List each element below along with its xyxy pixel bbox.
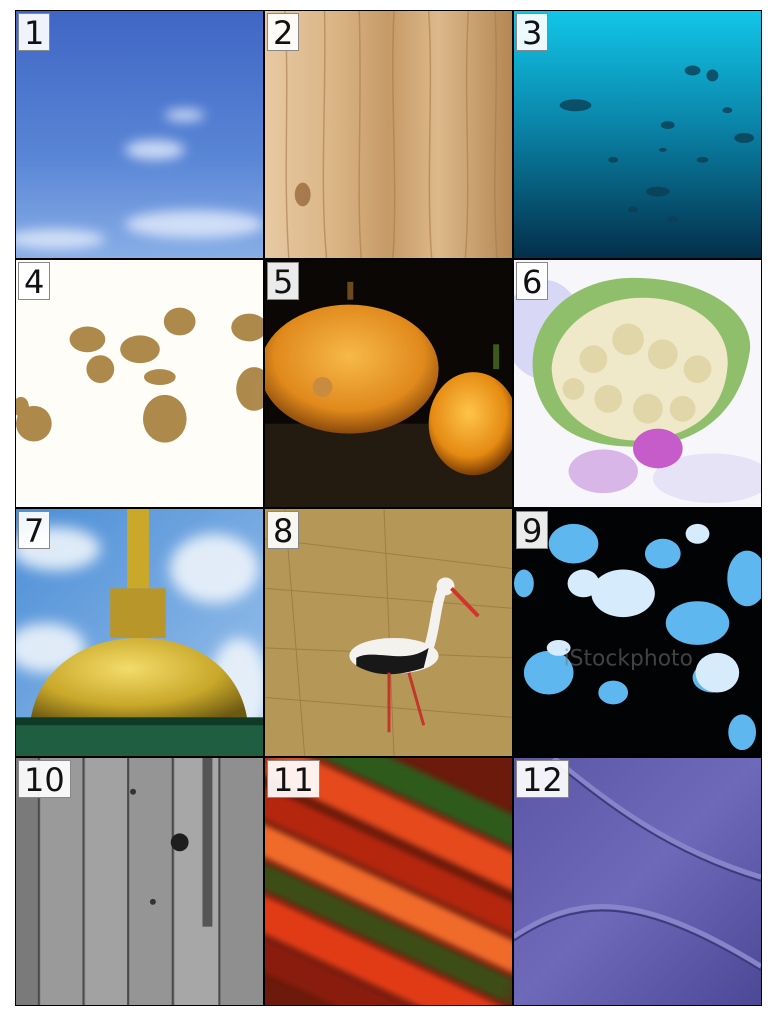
watermark-text: iStockphoto (564, 647, 693, 672)
tile-number: 11 (267, 760, 320, 798)
motion-blur-image (265, 758, 512, 1005)
sky-image (16, 11, 263, 258)
tile-stork[interactable]: 8 (264, 508, 513, 757)
tile-wood[interactable]: 2 (264, 10, 513, 259)
tile-number: 5 (267, 262, 300, 300)
tile-underwater[interactable]: 3 (513, 10, 762, 259)
tile-blobs[interactable]: iStockphoto 9 (513, 508, 762, 757)
tile-cauliflower[interactable]: 6 (513, 259, 762, 508)
tile-number: 8 (267, 511, 300, 549)
tile-number: 4 (18, 262, 51, 300)
tile-number: 3 (516, 13, 549, 51)
tile-number: 2 (267, 13, 300, 51)
tile-dome[interactable]: 7 (15, 508, 264, 757)
wood-image (265, 11, 512, 258)
tile-fence[interactable]: 10 (15, 757, 264, 1006)
seeds-image (16, 260, 263, 507)
fence-image (16, 758, 263, 1005)
image-grid: 1 2 (15, 10, 762, 1006)
tile-number: 7 (18, 511, 51, 549)
tile-number: 9 (516, 511, 549, 549)
tile-motion-blur[interactable]: 11 (264, 757, 513, 1006)
tile-number: 6 (516, 262, 549, 300)
fabric-image (514, 758, 761, 1005)
tile-seeds[interactable]: 4 (15, 259, 264, 508)
dome-image (16, 509, 263, 756)
tile-number: 12 (516, 760, 569, 798)
tile-number: 10 (18, 760, 71, 798)
tile-number: 1 (18, 13, 51, 51)
underwater-image (514, 11, 761, 258)
stork-image (265, 509, 512, 756)
tile-pumpkins[interactable]: 5 (264, 259, 513, 508)
cauliflower-image (514, 260, 761, 507)
tile-sky[interactable]: 1 (15, 10, 264, 259)
tile-fabric[interactable]: 12 (513, 757, 762, 1006)
blobs-image: iStockphoto (514, 509, 761, 756)
pumpkins-image (265, 260, 512, 507)
